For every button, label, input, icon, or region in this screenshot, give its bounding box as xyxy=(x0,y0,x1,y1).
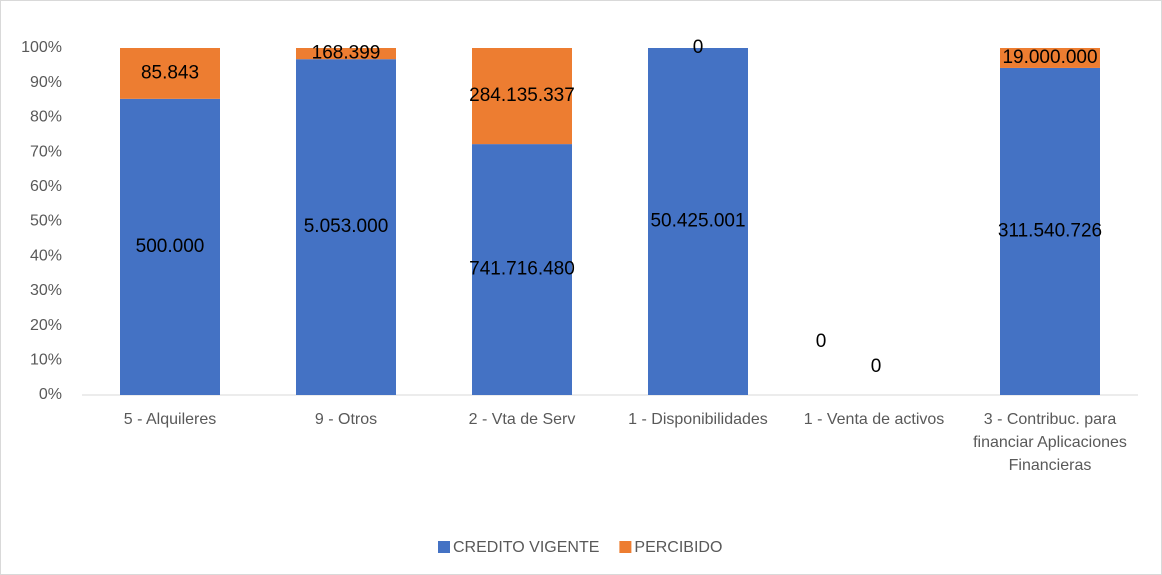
bar-segment xyxy=(296,48,396,60)
y-tick-label: 30% xyxy=(30,282,62,299)
x-tick-label: 1 - Disponibilidades xyxy=(628,411,768,428)
data-label: 50.425.001 xyxy=(650,211,745,232)
y-tick-label: 70% xyxy=(30,143,62,160)
bar-segment xyxy=(472,144,572,395)
y-tick-label: 90% xyxy=(30,74,62,91)
x-tick-label: 2 - Vta de Serv xyxy=(469,411,576,428)
bar-segment xyxy=(120,48,220,99)
x-tick-label: 1 - Venta de activos xyxy=(804,411,945,428)
bar-segment xyxy=(1000,48,1100,68)
legend-label: CREDITO VIGENTE xyxy=(453,539,599,556)
y-tick-label: 0% xyxy=(39,386,62,403)
x-tick-label: 5 - Alquileres xyxy=(124,411,217,428)
data-label: 741.716.480 xyxy=(469,259,575,280)
y-tick-label: 50% xyxy=(30,213,62,230)
data-label: 0 xyxy=(816,331,827,352)
y-tick-label: 100% xyxy=(21,39,62,56)
x-tick-label: 9 - Otros xyxy=(315,411,377,428)
bar-segment xyxy=(296,59,396,395)
data-label: 311.540.726 xyxy=(998,220,1102,241)
data-label: 284.135.337 xyxy=(469,85,575,106)
data-label: 85.843 xyxy=(141,62,199,83)
data-label: 500.000 xyxy=(136,236,205,257)
bar-segment xyxy=(120,98,220,395)
legend-label: PERCIBIDO xyxy=(634,539,722,556)
data-label: 0 xyxy=(871,356,882,377)
y-tick-label: 20% xyxy=(30,317,62,334)
bar-segment xyxy=(648,48,748,395)
data-label: 168.399 xyxy=(312,43,381,64)
bar-segment xyxy=(1000,67,1100,395)
y-tick-label: 40% xyxy=(30,247,62,264)
data-label: 5.053.000 xyxy=(304,216,389,237)
y-tick-label: 10% xyxy=(30,352,62,369)
y-tick-label: 60% xyxy=(30,178,62,195)
bar-segment xyxy=(472,48,572,145)
data-label: 0 xyxy=(693,37,704,58)
legend-swatch xyxy=(438,541,450,553)
data-label: 19.000.000 xyxy=(1002,47,1097,68)
legend-swatch xyxy=(619,541,632,553)
x-tick-label: 3 - Contribuc. para financiar Aplicacione… xyxy=(973,411,1127,474)
y-tick-label: 80% xyxy=(30,109,62,126)
